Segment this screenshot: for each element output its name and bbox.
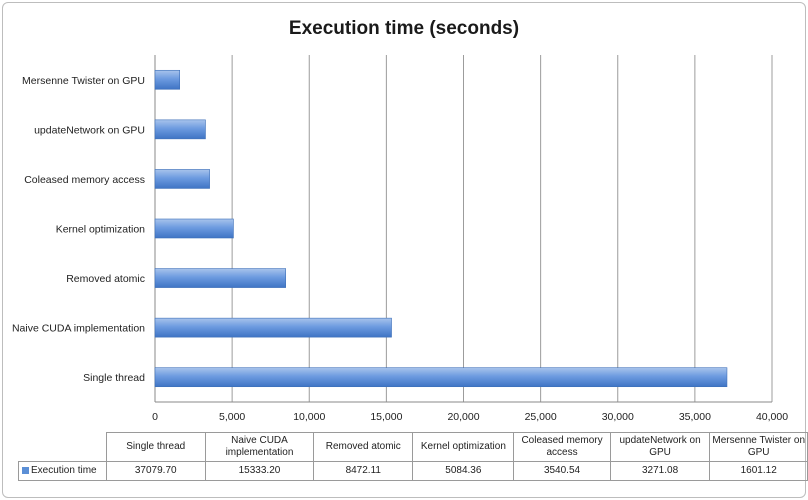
- table-header-cell: Kernel optimization: [412, 432, 515, 462]
- category-label: Removed atomic: [66, 273, 145, 285]
- bar: [154, 169, 210, 189]
- x-axis-tick-labels: 0 5,000 10,000 15,000 20,000 25,000 30,000 35,0…: [152, 411, 788, 423]
- chart-title: Execution time (seconds): [288, 18, 520, 39]
- table-row-label: Execution time: [31, 465, 97, 476]
- table-header-cell: Coleased memory access: [513, 432, 611, 462]
- table-header-row: Single thread Naive CUDA implementation Re…: [18, 432, 808, 462]
- table-corner-cell: [18, 432, 107, 462]
- x-tick-label: 15,000: [370, 411, 402, 423]
- bar: [154, 218, 234, 239]
- category-label: Single thread: [83, 372, 145, 384]
- table-header-cell: Naive CUDA implementation: [204, 432, 315, 462]
- category-label: Naive CUDA implementation: [12, 323, 145, 335]
- x-tick-label: 5,000: [219, 411, 245, 423]
- x-tick-label: 0: [152, 411, 158, 423]
- table-row-label-cell: Execution time: [18, 461, 107, 481]
- bar: [154, 367, 728, 388]
- table-value-cell: 3271.08: [609, 461, 711, 481]
- table-value-cell: 8472.11: [313, 461, 414, 481]
- category-label: updateNetwork on GPU: [34, 124, 145, 136]
- bar: [154, 119, 206, 140]
- table-header-cell: updateNetwork on GPU: [609, 432, 711, 462]
- x-tick-label: 25,000: [525, 411, 557, 423]
- x-tick-label: 35,000: [679, 411, 711, 423]
- bar-chart-plot: Single thread Naive CUDA implementation Re…: [12, 55, 788, 423]
- x-tick-label: 20,000: [447, 411, 479, 423]
- legend-key-icon: [22, 466, 29, 474]
- x-tick-label: 40,000: [756, 411, 788, 423]
- x-tick-label: 10,000: [293, 411, 325, 423]
- table-value-cell: 37079.70: [105, 461, 206, 481]
- table-value-row: Execution time 37079.70 15333.20 8472.11 50…: [18, 461, 808, 481]
- category-labels: Single thread Naive CUDA implementation Re…: [12, 75, 145, 384]
- bars: [154, 69, 728, 388]
- data-table: Single thread Naive CUDA implementation Re…: [18, 432, 808, 481]
- table-header-cell: Single thread: [105, 432, 206, 462]
- gridlines: [154, 55, 773, 403]
- table-value-cell: 1601.12: [709, 461, 808, 481]
- table-value-cell: 5084.36: [412, 461, 515, 481]
- category-label: Coleased memory access: [24, 174, 145, 186]
- table-value-cell: 3540.54: [513, 461, 611, 481]
- table-header-cell: Mersenne Twister on GPU: [709, 432, 808, 462]
- category-label: Kernel optimization: [56, 224, 145, 236]
- bar: [154, 69, 180, 90]
- bar: [154, 317, 392, 338]
- table-value-cell: 15333.20: [204, 461, 315, 481]
- x-tick-label: 30,000: [602, 411, 634, 423]
- category-label: Mersenne Twister on GPU: [22, 75, 145, 87]
- bar: [154, 268, 286, 288]
- table-header-cell: Removed atomic: [313, 432, 414, 462]
